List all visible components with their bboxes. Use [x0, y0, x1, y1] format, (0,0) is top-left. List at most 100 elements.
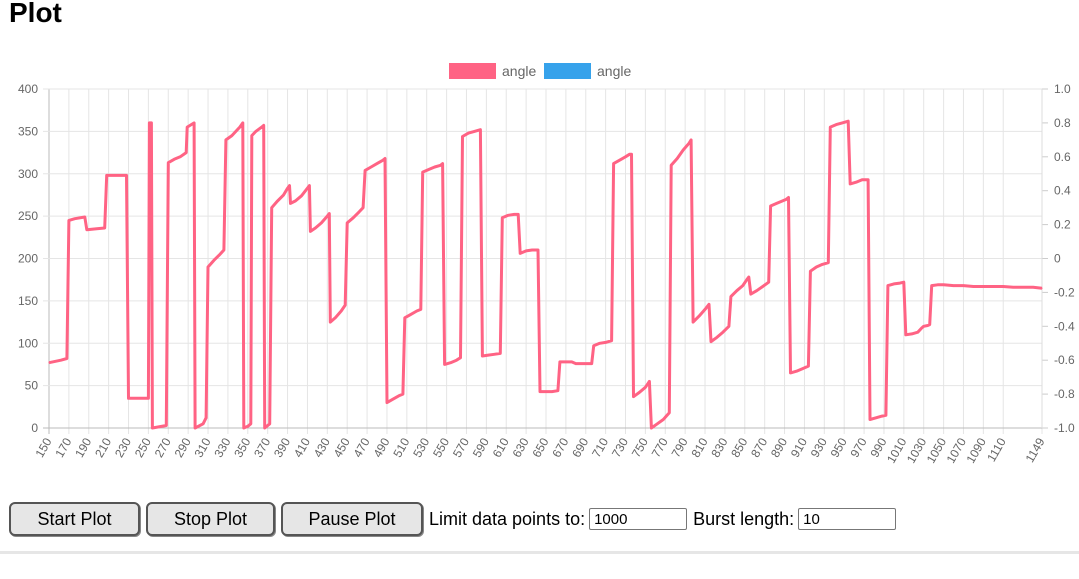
legend-swatch-0[interactable] — [449, 63, 496, 79]
data-point — [704, 308, 706, 310]
data-point — [835, 124, 837, 126]
data-point — [263, 124, 265, 126]
chart-legend[interactable]: angle angle — [449, 63, 631, 79]
x-tick-label: 530 — [410, 435, 432, 460]
data-point — [710, 341, 712, 343]
data-point — [185, 152, 187, 154]
data-point — [841, 122, 843, 124]
pause-plot-button[interactable]: Pause Plot — [281, 502, 423, 536]
data-point — [223, 249, 225, 251]
burst-length-label: Burst length: — [693, 508, 795, 529]
data-point — [68, 219, 70, 221]
data-point — [86, 229, 88, 231]
grid-vertical — [48, 89, 1043, 434]
data-point — [887, 285, 889, 287]
legend-label-0[interactable]: angle — [502, 63, 536, 79]
data-point — [571, 361, 573, 363]
data-point — [1002, 285, 1004, 288]
data-point — [1022, 286, 1024, 288]
data-point — [288, 185, 291, 187]
data-point — [921, 327, 923, 329]
data-point — [287, 187, 289, 189]
data-point — [630, 153, 633, 155]
data-point — [881, 415, 883, 417]
x-tick-label: 950 — [828, 435, 850, 460]
y-right-tick-label: -1.0 — [1054, 421, 1075, 435]
data-point — [849, 183, 851, 185]
data-point — [628, 153, 631, 155]
data-point — [320, 222, 322, 224]
x-tick-label: 490 — [370, 435, 392, 460]
data-point — [225, 139, 227, 141]
data-point — [242, 122, 244, 124]
data-point — [787, 196, 790, 199]
y-right-tick-label: -0.4 — [1054, 319, 1075, 333]
y-right-tick-label: 0.6 — [1054, 150, 1071, 164]
data-point — [386, 402, 388, 404]
data-point — [619, 159, 621, 161]
data-point — [422, 171, 424, 173]
data-point — [539, 391, 541, 393]
data-point — [557, 390, 559, 392]
data-point — [493, 353, 495, 355]
data-point — [308, 185, 310, 187]
data-point — [875, 417, 877, 419]
stop-plot-button[interactable]: Stop Plot — [146, 502, 275, 536]
data-point — [929, 324, 931, 326]
y-right-tick-label: 0.2 — [1054, 218, 1071, 232]
data-point — [513, 213, 515, 215]
data-point — [450, 362, 452, 364]
data-point — [473, 130, 475, 132]
data-point — [762, 285, 764, 288]
data-point — [847, 120, 849, 122]
data-point — [776, 202, 778, 204]
x-tick-label: 210 — [92, 435, 114, 460]
start-plot-button[interactable]: Start Plot — [9, 502, 140, 536]
data-point — [329, 321, 331, 323]
data-point — [972, 285, 975, 288]
x-tick-label: 870 — [748, 435, 770, 460]
x-tick-label: 850 — [728, 435, 750, 460]
data-point — [239, 126, 241, 128]
x-tick-label: 1149 — [1023, 435, 1048, 465]
data-point — [782, 200, 784, 202]
data-point — [404, 317, 406, 319]
data-point — [591, 363, 593, 365]
burst-length-input[interactable] — [798, 508, 897, 530]
data-point — [122, 174, 124, 176]
x-tick-label: 1070 — [944, 435, 970, 465]
x-tick-label: 290 — [172, 435, 194, 460]
data-point — [499, 352, 501, 354]
y-axis-left: 0 50 100 150 200 250 300 350 400 — [18, 82, 38, 435]
data-point — [358, 211, 360, 213]
data-point — [84, 216, 86, 218]
data-point — [213, 259, 215, 261]
y-left-tick-label: 250 — [18, 209, 38, 223]
grid-horizontal — [43, 88, 1042, 429]
data-point — [670, 164, 672, 166]
x-tick-label: 790 — [669, 435, 691, 460]
x-tick-label: 370 — [251, 435, 273, 460]
x-tick-label: 910 — [788, 435, 810, 460]
legend-label-1[interactable]: angle — [597, 63, 631, 79]
data-point — [459, 357, 462, 359]
data-point — [173, 158, 175, 160]
data-point — [444, 363, 446, 365]
x-tick-label: 330 — [211, 435, 233, 460]
data-point — [575, 363, 577, 365]
x-tick-label: 430 — [311, 435, 333, 460]
x-tick-label: 310 — [191, 435, 213, 460]
data-point — [525, 250, 527, 252]
data-point — [905, 334, 907, 336]
data-point — [165, 424, 167, 427]
data-point — [461, 135, 464, 138]
legend-swatch-1[interactable] — [544, 63, 591, 79]
data-point — [479, 129, 481, 131]
data-point — [364, 169, 366, 171]
data-point — [692, 321, 694, 323]
data-point — [271, 207, 273, 209]
page-title: Plot — [9, 0, 62, 28]
data-point — [48, 362, 50, 364]
limit-data-points-input[interactable] — [589, 508, 688, 530]
data-point — [624, 156, 627, 158]
